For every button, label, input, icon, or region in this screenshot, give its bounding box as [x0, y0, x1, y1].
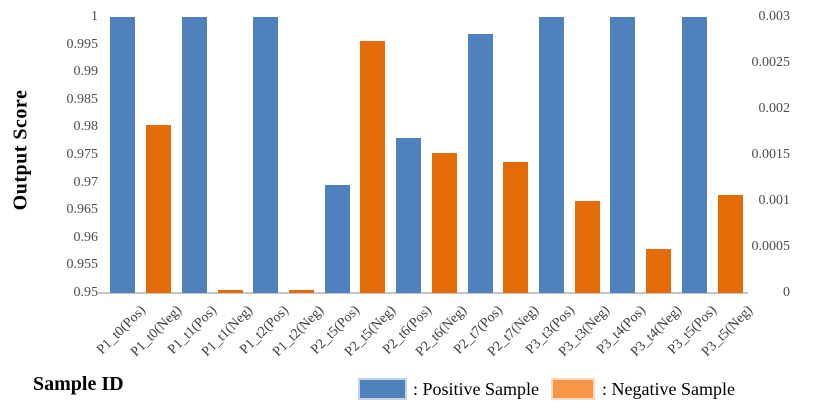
left-tick-label: 0.955	[66, 257, 99, 273]
bar-P1_t2(Neg)	[289, 290, 314, 293]
left-tick-label: 0.99	[73, 64, 99, 80]
right-tick-label: 0	[783, 285, 790, 300]
bar-P1_t1(Pos)	[182, 17, 207, 293]
legend-positive-label: : Positive Sample	[413, 379, 539, 399]
right-tick-label: 0.0025	[751, 55, 791, 70]
legend-positive-swatch	[358, 378, 407, 400]
right-tick-label: 0.0015	[751, 147, 791, 162]
bar-P2_t7(Neg)	[503, 162, 528, 293]
left-tick-label: 0.95	[73, 285, 99, 300]
left-tick-label: 0.96	[73, 229, 99, 245]
bar-P2_t5(Pos)	[325, 185, 350, 293]
bar-P1_t2(Pos)	[253, 17, 278, 293]
left-tick-label: 0.975	[66, 147, 99, 162]
bar-P2_t7(Pos)	[468, 34, 493, 293]
left-tick-label: 0.97	[73, 174, 99, 190]
bar-P3_t4(Neg)	[646, 249, 671, 293]
legend-negative-label: : Negative Sample	[602, 379, 735, 399]
left-tick-label: 0.985	[66, 91, 99, 107]
bar-P1_t1(Neg)	[218, 290, 243, 293]
left-tick-label: 0.965	[66, 202, 99, 218]
bar-P3_t5(Neg)	[718, 195, 743, 293]
bar-P3_t3(Pos)	[539, 17, 564, 293]
left-tick-label: 1	[91, 9, 98, 24]
bar-P1_t0(Pos)	[110, 17, 135, 293]
left-tick-label: 0.98	[73, 119, 99, 135]
x-axis-title: Sample ID	[33, 373, 124, 395]
right-tick-label: 0.002	[758, 101, 791, 116]
left-tick-label: 0.995	[66, 36, 99, 52]
right-tick-label: 0.001	[758, 193, 791, 208]
bar-P2_t6(Neg)	[432, 153, 457, 293]
bar-P3_t5(Pos)	[682, 17, 707, 293]
bar-P3_t3(Neg)	[575, 201, 600, 293]
plot-area	[98, 17, 748, 294]
bar-P2_t5(Neg)	[360, 41, 385, 293]
legend-negative-swatch	[551, 378, 595, 400]
right-tick-label: 0.003	[758, 9, 791, 24]
right-tick-label: 0.0005	[751, 239, 791, 254]
bar-P1_t0(Neg)	[146, 125, 171, 293]
bar-P3_t4(Pos)	[610, 17, 635, 293]
bar-P2_t6(Pos)	[396, 138, 421, 293]
x-axis-line	[98, 292, 748, 294]
